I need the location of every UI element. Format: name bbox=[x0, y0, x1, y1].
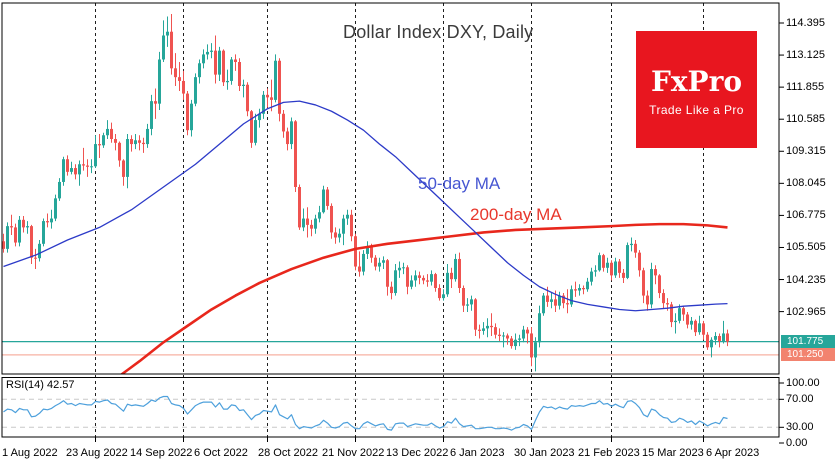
moving-averages bbox=[3, 100, 728, 374]
price-level-lines[interactable] bbox=[2, 341, 779, 356]
bid-price-badge[interactable]: 101.775 bbox=[781, 335, 835, 349]
price-axis-label: 105.505 bbox=[786, 241, 826, 254]
date-axis-label: 21 Nov 2022 bbox=[322, 447, 385, 459]
pane-frames bbox=[1, 2, 784, 444]
date-axis-label: 28 Oct 2022 bbox=[258, 447, 318, 459]
date-axis-label: 21 Feb 2023 bbox=[578, 447, 640, 459]
fxpro-logo-tagline: Trade Like a Pro bbox=[649, 103, 744, 117]
ma200-label: 200-day MA bbox=[470, 205, 562, 224]
ma50-label: 50-day MA bbox=[418, 174, 501, 193]
support-level-badge[interactable]: 101.250 bbox=[781, 348, 835, 362]
date-axis-label: 23 Aug 2022 bbox=[66, 447, 128, 459]
rsi-pane bbox=[2, 395, 779, 431]
fxpro-logo-brand: FxPro bbox=[650, 65, 743, 98]
date-axis-label: 6 Oct 2022 bbox=[194, 447, 248, 459]
price-axis-label: 113.125 bbox=[786, 49, 825, 62]
price-axis-label: 106.775 bbox=[786, 209, 826, 222]
date-axis-label: 14 Sep 2022 bbox=[130, 447, 193, 459]
price-axis-label: 109.315 bbox=[786, 145, 826, 158]
price-axis-label: 108.045 bbox=[786, 177, 826, 190]
rsi-line bbox=[3, 395, 728, 431]
date-axis-label: 6 Apr 2023 bbox=[706, 447, 760, 459]
date-axis-label: 1 Aug 2022 bbox=[2, 447, 58, 459]
ma-50-line bbox=[3, 100, 728, 312]
date-axis-label: 30 Jan 2023 bbox=[514, 447, 575, 459]
price-axis-label: 104.235 bbox=[786, 273, 826, 286]
price-axis-label: 102.965 bbox=[786, 305, 826, 318]
month-gridlines bbox=[95, 3, 704, 437]
fxpro-logo: FxPro Trade Like a Pro bbox=[636, 31, 757, 148]
date-axis-label: 15 Mar 2023 bbox=[642, 447, 704, 459]
chart-title: Dollar Index DXY, Daily bbox=[343, 22, 534, 42]
ma-200-line bbox=[119, 222, 728, 374]
date-axis-label: 6 Jan 2023 bbox=[450, 447, 505, 459]
rsi-axis-label: 0.00 bbox=[786, 437, 808, 449]
price-axis-label: 111.855 bbox=[786, 81, 825, 94]
candlesticks bbox=[2, 14, 729, 372]
rsi-axis-label: 30.00 bbox=[786, 421, 814, 434]
rsi-axis-label: 70.00 bbox=[786, 393, 814, 406]
date-axis-label: 13 Dec 2022 bbox=[386, 447, 449, 459]
rsi-indicator-label: RSI(14) 42.57 bbox=[6, 379, 75, 391]
rsi-axis-label: 100.00 bbox=[786, 377, 820, 389]
price-axis-label: 114.395 bbox=[786, 17, 825, 29]
price-axis-label: 110.585 bbox=[786, 113, 825, 126]
